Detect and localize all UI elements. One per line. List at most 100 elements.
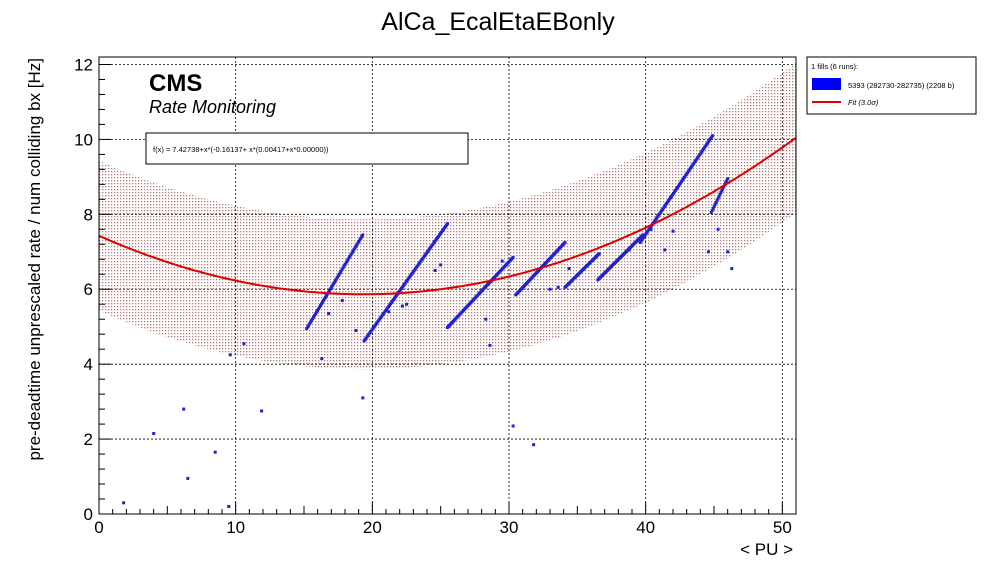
data-point	[350, 251, 354, 255]
fit-layer	[98, 136, 797, 296]
y-tick-label: 2	[84, 430, 93, 449]
data-point	[317, 307, 320, 311]
data-point	[353, 246, 357, 250]
data-point	[342, 264, 346, 268]
data-point	[725, 179, 729, 183]
data-point	[726, 177, 730, 181]
data-point	[308, 322, 312, 326]
data-point	[720, 189, 724, 193]
data-point	[716, 227, 720, 231]
data-point	[387, 310, 391, 314]
data-point	[439, 263, 443, 267]
data-point	[719, 191, 723, 195]
data-point	[327, 312, 331, 316]
data-point	[359, 236, 363, 240]
data-point	[306, 325, 310, 329]
data-point	[348, 254, 352, 258]
data-point	[321, 300, 324, 304]
fit-error-band	[99, 62, 796, 370]
data-point	[357, 240, 361, 243]
legend: 1 fills (6 runs): 5393 (282730-282735) (…	[806, 56, 977, 115]
data-point	[320, 302, 323, 306]
data-point	[349, 253, 353, 257]
data-point	[511, 255, 515, 259]
data-point	[710, 209, 714, 212]
data-point	[319, 304, 322, 308]
data-point	[433, 269, 437, 272]
data-point	[324, 294, 328, 298]
data-point	[152, 432, 156, 435]
data-point	[351, 249, 355, 253]
data-point	[339, 269, 343, 273]
data-point	[711, 207, 715, 210]
data-point	[327, 289, 331, 293]
data-point	[724, 181, 728, 185]
data-point	[260, 409, 264, 413]
fit-formula-box	[145, 132, 469, 165]
data-point	[563, 240, 567, 244]
data-point	[305, 327, 309, 331]
data-point	[340, 267, 344, 271]
data-point	[340, 299, 344, 302]
data-point	[717, 195, 721, 199]
data-point	[242, 342, 246, 346]
data-point	[354, 329, 358, 332]
data-point	[186, 476, 190, 480]
data-point	[567, 267, 571, 271]
data-point	[709, 211, 713, 214]
data-point	[556, 285, 560, 289]
data-point	[312, 315, 316, 319]
data-point	[488, 343, 492, 347]
data-point	[712, 205, 716, 208]
data-point	[361, 233, 365, 237]
data-point	[311, 317, 315, 321]
x-tick-label: 20	[363, 518, 382, 537]
data-point	[341, 266, 345, 270]
data-point	[328, 287, 332, 291]
data-point	[718, 193, 722, 197]
x-tick-label: 40	[636, 518, 655, 537]
y-axis-label: pre-deadtime unprescaled rate / num coll…	[25, 58, 44, 461]
data-point	[358, 238, 362, 242]
fit-band-layer	[99, 62, 796, 370]
data-point	[343, 263, 347, 266]
data-point	[309, 320, 313, 324]
data-point	[354, 244, 358, 248]
data-point	[182, 407, 186, 411]
data-point	[361, 396, 365, 400]
data-point	[627, 248, 631, 252]
legend-entry-label: 5393 (282730-282735) (2208 b)	[848, 81, 955, 90]
data-point	[330, 284, 334, 288]
data-point	[484, 317, 488, 321]
data-point	[641, 233, 645, 237]
fit-formula-text: f(x) = 7.42738+x*(-0.16137+ x*(0.00417+x…	[153, 145, 329, 154]
data-point	[346, 258, 350, 262]
data-point	[713, 203, 717, 206]
data-point	[400, 304, 404, 308]
data-point	[314, 312, 318, 316]
data-point	[336, 274, 340, 278]
data-point	[315, 310, 319, 314]
x-tick-label: 50	[773, 518, 792, 537]
data-point	[446, 222, 449, 226]
y-tick-label: 12	[74, 55, 93, 74]
legend-swatch-fill	[812, 78, 841, 90]
data-point	[228, 353, 232, 357]
data-point	[333, 279, 337, 283]
data-point	[318, 305, 321, 309]
legend-header: 1 fills (6 runs):	[811, 62, 858, 71]
data-point	[347, 256, 351, 260]
y-tick-label: 8	[84, 205, 93, 224]
cms-label: CMS	[149, 70, 202, 97]
data-point	[716, 197, 720, 201]
data-point	[334, 277, 338, 281]
data-point	[335, 276, 339, 280]
data-point	[331, 282, 335, 286]
cms-sublabel: Rate Monitoring	[149, 97, 276, 117]
fit-curve	[98, 136, 797, 296]
data-point	[355, 243, 359, 247]
data-point	[316, 309, 319, 312]
data-point	[352, 248, 356, 252]
data-point	[671, 229, 675, 233]
